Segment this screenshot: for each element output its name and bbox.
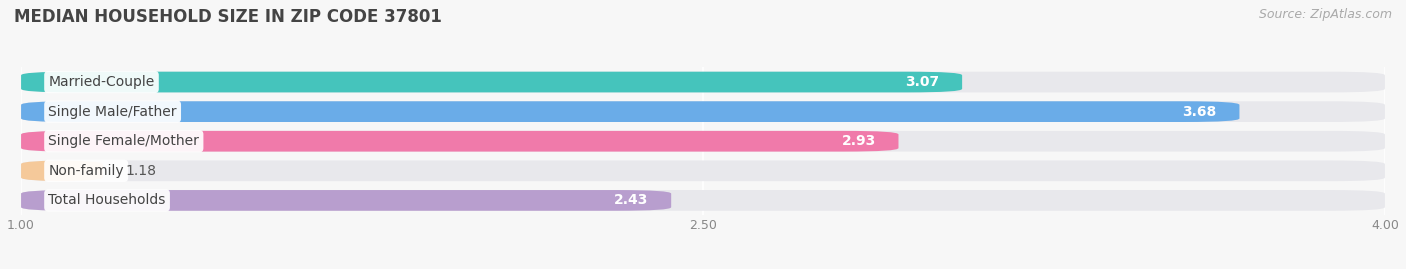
Text: Total Households: Total Households <box>48 193 166 207</box>
Text: MEDIAN HOUSEHOLD SIZE IN ZIP CODE 37801: MEDIAN HOUSEHOLD SIZE IN ZIP CODE 37801 <box>14 8 441 26</box>
Text: 1.18: 1.18 <box>125 164 156 178</box>
Text: Source: ZipAtlas.com: Source: ZipAtlas.com <box>1258 8 1392 21</box>
FancyBboxPatch shape <box>21 131 1385 152</box>
FancyBboxPatch shape <box>21 131 898 152</box>
FancyBboxPatch shape <box>21 101 1240 122</box>
Text: 3.07: 3.07 <box>905 75 939 89</box>
Text: Married-Couple: Married-Couple <box>48 75 155 89</box>
FancyBboxPatch shape <box>21 72 1385 93</box>
Text: Single Male/Father: Single Male/Father <box>48 105 177 119</box>
FancyBboxPatch shape <box>21 190 671 211</box>
FancyBboxPatch shape <box>21 72 962 93</box>
Text: Non-family: Non-family <box>48 164 124 178</box>
Text: Single Female/Mother: Single Female/Mother <box>48 134 200 148</box>
FancyBboxPatch shape <box>21 190 1385 211</box>
Text: 2.43: 2.43 <box>614 193 648 207</box>
Text: 2.93: 2.93 <box>842 134 876 148</box>
Text: 3.68: 3.68 <box>1182 105 1216 119</box>
FancyBboxPatch shape <box>21 101 1385 122</box>
FancyBboxPatch shape <box>21 160 103 181</box>
FancyBboxPatch shape <box>21 160 1385 181</box>
